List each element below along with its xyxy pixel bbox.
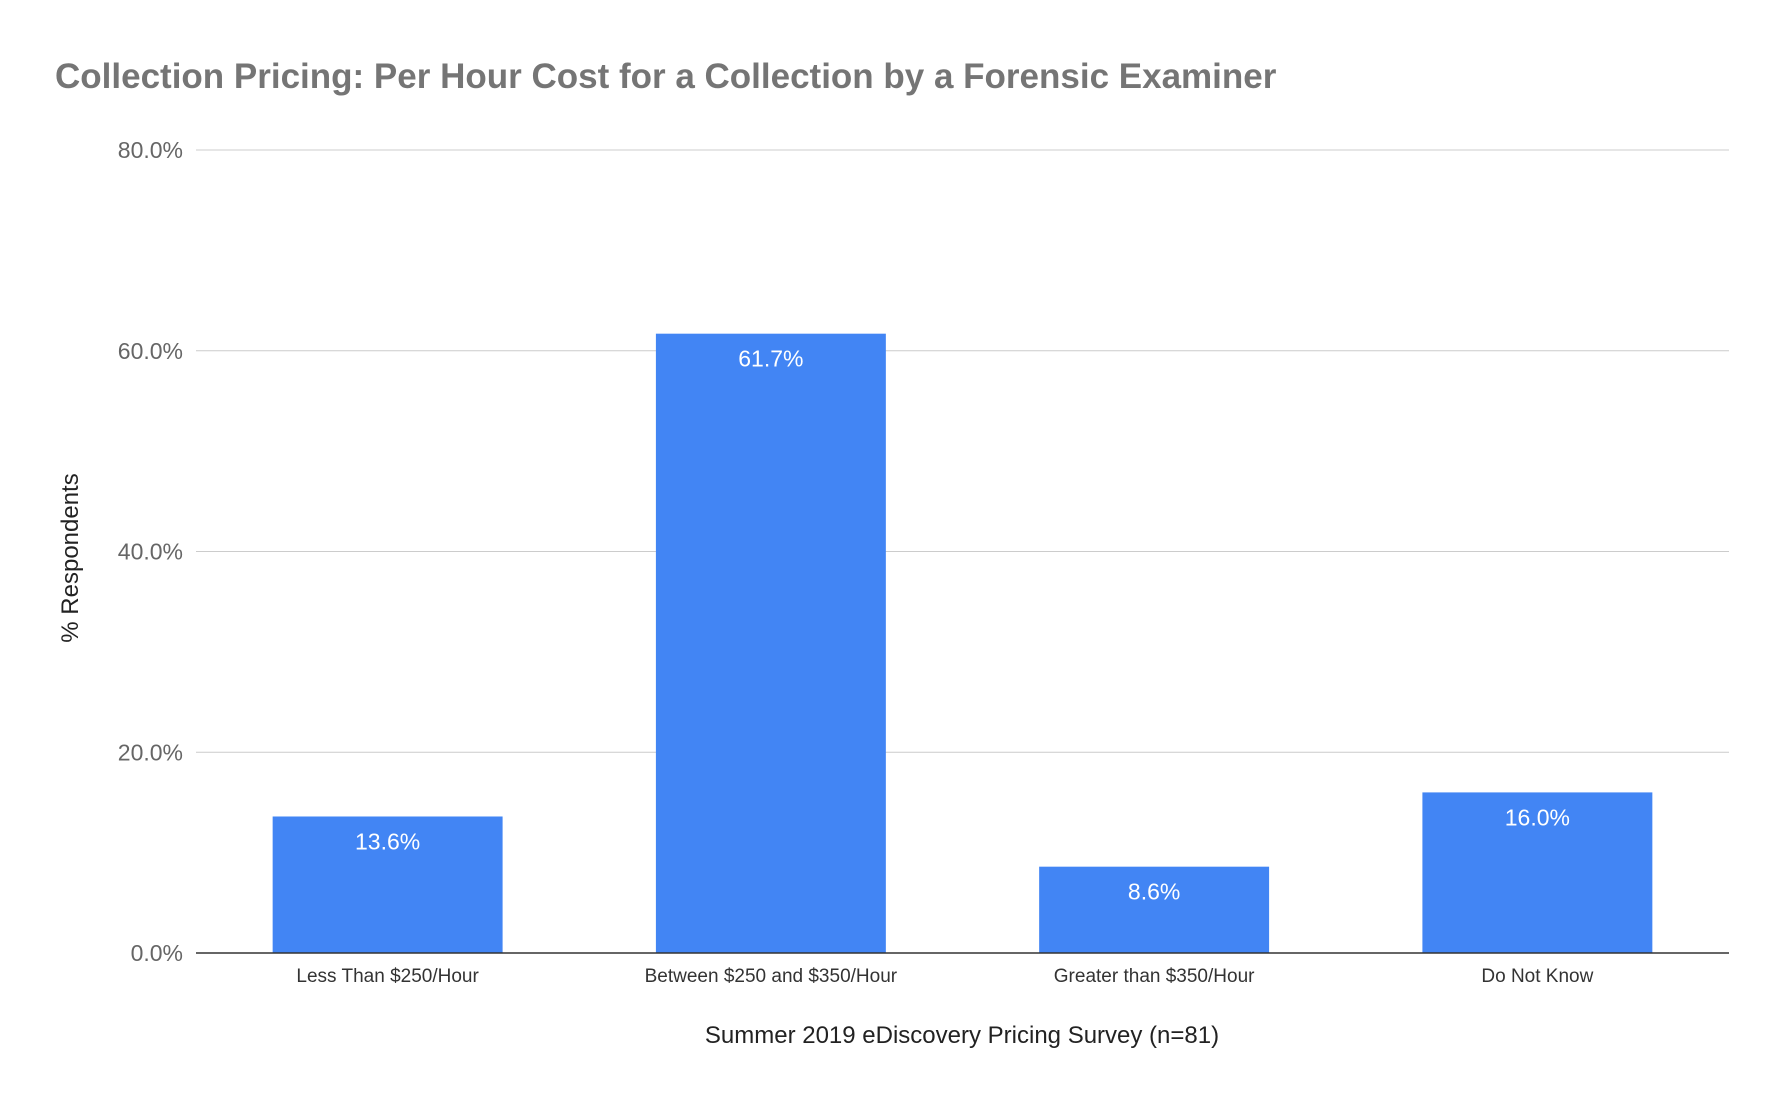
- bar: [1422, 792, 1653, 953]
- bar: [655, 333, 886, 953]
- y-tick-label: 40.0%: [118, 539, 183, 565]
- bar-data-label: 13.6%: [355, 828, 420, 854]
- x-axis-title: Summer 2019 eDiscovery Pricing Survey (n…: [705, 1022, 1219, 1049]
- y-tick-label: 80.0%: [118, 137, 183, 163]
- y-tick-label: 0.0%: [131, 940, 183, 966]
- x-category-label: Greater than $350/Hour: [1054, 966, 1255, 987]
- bars: [272, 333, 1653, 953]
- y-tick-label: 60.0%: [118, 338, 183, 364]
- bar: [1039, 866, 1270, 953]
- x-category-label: Less Than $250/Hour: [296, 966, 479, 987]
- bar-data-label: 8.6%: [1128, 879, 1180, 905]
- data-labels: 13.6% 61.7% 8.6% 16.0%: [355, 346, 1570, 905]
- x-category-label: Between $250 and $350/Hour: [645, 966, 898, 987]
- x-axis-categories: Less Than $250/Hour Between $250 and $350…: [296, 966, 1593, 987]
- y-axis-ticks: 0.0% 20.0% 40.0% 60.0% 80.0%: [118, 137, 183, 966]
- bar: [272, 816, 503, 953]
- y-tick-label: 20.0%: [118, 739, 183, 765]
- chart-title: Collection Pricing: Per Hour Cost for a …: [55, 57, 1277, 96]
- bar-data-label: 16.0%: [1505, 804, 1570, 830]
- x-category-label: Do Not Know: [1481, 966, 1593, 987]
- y-axis-title: % Respondents: [57, 473, 84, 642]
- gridlines: [196, 149, 1729, 753]
- bar-data-label: 61.7%: [738, 346, 803, 372]
